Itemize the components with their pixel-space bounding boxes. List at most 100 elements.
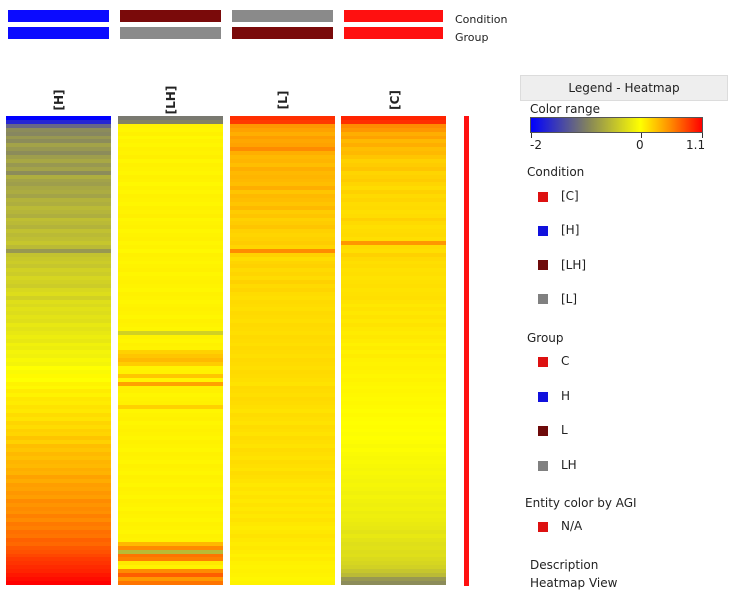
heatmap-cell xyxy=(341,237,446,241)
heatmap-cell xyxy=(230,319,335,324)
legend-group-c: C xyxy=(561,354,570,368)
heatmap-cell xyxy=(230,358,335,363)
heatmap-cell xyxy=(6,514,111,519)
heatmap-cell xyxy=(6,510,111,515)
heatmap-cell xyxy=(341,123,446,128)
swatch-group-l xyxy=(538,426,548,436)
heatmap-cell xyxy=(118,549,223,554)
heatmap-cell xyxy=(118,319,223,324)
heatmap-cell xyxy=(118,459,223,464)
heatmap-cell xyxy=(118,198,223,202)
tick-mark-max xyxy=(702,133,703,138)
heatmap-column-lh[interactable] xyxy=(118,116,223,586)
swatch-condition-h xyxy=(538,226,548,236)
heatmap-cell xyxy=(230,491,335,495)
heatmap-cell xyxy=(118,389,223,394)
heatmap-cell xyxy=(6,213,111,218)
heatmap-cell xyxy=(230,334,335,339)
heatmap-cell xyxy=(6,408,111,413)
heatmap-cell xyxy=(118,483,223,488)
heatmap-cell xyxy=(230,362,335,366)
heatmap-column-c[interactable] xyxy=(341,116,446,586)
heatmap-cell xyxy=(6,158,111,163)
heatmap-cell xyxy=(230,549,335,554)
heatmap-cell xyxy=(6,483,111,488)
heatmap-cell xyxy=(341,479,446,484)
heatmap-cell xyxy=(341,487,446,491)
heatmap-cell xyxy=(341,428,446,433)
heatmap-cell xyxy=(341,119,446,124)
heatmap-cell xyxy=(118,424,223,429)
heatmap-cell xyxy=(6,366,111,370)
heatmap-cell xyxy=(118,428,223,433)
heatmap-cell xyxy=(118,338,223,343)
heatmap-cell xyxy=(6,303,111,308)
heatmap-cell xyxy=(230,580,335,585)
heatmap-cell xyxy=(341,182,446,187)
heatmap-cell xyxy=(230,522,335,527)
heatmap-cell xyxy=(118,264,223,269)
heatmap-column-h[interactable] xyxy=(6,116,111,586)
heatmap-cell xyxy=(230,209,335,214)
heatmap-cell xyxy=(230,311,335,316)
heatmap-cell xyxy=(341,225,446,230)
heatmap-cell xyxy=(341,244,446,249)
heatmap-cell xyxy=(230,377,335,382)
heatmap-cell xyxy=(230,303,335,308)
heatmap-cell xyxy=(6,405,111,409)
heatmap-cell xyxy=(230,170,335,175)
heatmap-cell xyxy=(341,260,446,265)
heatmap-cell xyxy=(118,541,223,546)
heatmap-cell xyxy=(230,217,335,222)
heatmap-cell xyxy=(341,334,446,339)
heatmap-cell xyxy=(6,432,111,437)
heatmap-cell xyxy=(341,330,446,335)
heatmap-cell xyxy=(230,389,335,394)
heatmap-cell xyxy=(6,565,111,570)
tick-label-mid: 0 xyxy=(636,138,644,152)
heatmap-cell xyxy=(230,186,335,191)
heatmap-cell xyxy=(6,323,111,327)
heatmap-cell xyxy=(341,530,446,534)
heatmap-cell xyxy=(118,561,223,566)
heatmap-cell xyxy=(341,506,446,511)
heatmap-cell xyxy=(6,393,111,398)
heatmap-cell xyxy=(118,569,223,574)
heatmap-cell xyxy=(341,459,446,464)
heatmap-cell xyxy=(230,178,335,183)
heatmap-cell xyxy=(230,526,335,531)
heatmap-cell xyxy=(230,244,335,249)
heatmap-cell xyxy=(230,237,335,241)
heatmap-cell xyxy=(118,385,223,390)
heatmap-cell xyxy=(341,241,446,245)
heatmap-cell xyxy=(118,573,223,577)
heatmap-cell xyxy=(230,338,335,343)
heatmap-cell xyxy=(118,221,223,226)
heatmap-cell xyxy=(6,451,111,456)
heatmap-cell xyxy=(341,444,446,449)
heatmap-cell xyxy=(6,498,111,503)
heatmap-cell xyxy=(6,291,111,296)
heatmap-cell xyxy=(341,366,446,370)
heatmap-cell xyxy=(118,416,223,421)
heatmap-cell xyxy=(341,432,446,437)
heatmap-cell xyxy=(118,440,223,445)
heatmap-cell xyxy=(341,522,446,527)
heatmap-cell xyxy=(230,135,335,140)
heatmap-cell xyxy=(341,576,446,581)
heatmap-cell xyxy=(6,295,111,300)
column-header-lh: [LH] xyxy=(164,85,178,115)
heatmap-cell xyxy=(6,401,111,406)
heatmap-cell xyxy=(118,533,223,538)
heatmap-cell xyxy=(6,522,111,527)
heatmap-cell xyxy=(230,162,335,167)
column-header-l: [L] xyxy=(276,90,290,110)
heatmap-cell xyxy=(6,350,111,355)
heatmap-column-l[interactable] xyxy=(230,116,335,586)
heatmap-cell xyxy=(341,471,446,476)
heatmap-cell xyxy=(118,194,223,199)
legend-entity-na: N/A xyxy=(561,519,583,533)
condition-bar-l xyxy=(232,10,333,22)
heatmap-cell xyxy=(118,166,223,171)
heatmap-cell xyxy=(341,580,446,585)
